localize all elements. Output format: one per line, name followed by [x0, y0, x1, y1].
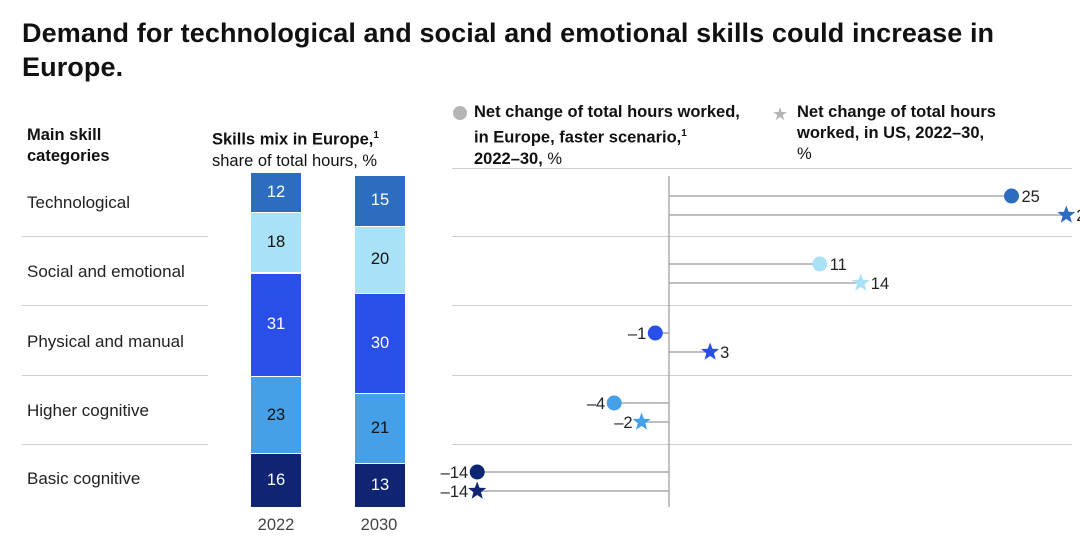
- row-divider: [452, 305, 1072, 306]
- label-europe-basic-cognitive: –14: [441, 464, 469, 482]
- categories-header-line1: Main skill: [27, 126, 102, 144]
- label-us-physical-and-manual: 3: [720, 344, 729, 362]
- skills-mix-header-title: Skills mix in Europe,: [212, 130, 374, 149]
- categories-header-line2: categories: [27, 147, 110, 165]
- point-us-higher-cognitive: [632, 412, 651, 430]
- point-us-physical-and-manual: [701, 342, 720, 360]
- bar-segment-basic-cognitive-2022: 16: [251, 453, 301, 507]
- skills-mix-header: Skills mix in Europe,1 share of total ho…: [212, 125, 379, 172]
- europe-legend-line1: Net change of total hours worked,: [474, 103, 740, 121]
- label-europe-technological: 25: [1022, 188, 1040, 206]
- category-label-physical-manual: Physical and manual: [27, 332, 184, 351]
- year-label-2030: 2030: [360, 516, 398, 534]
- point-europe-technological: [1004, 188, 1019, 204]
- bar-segment-physical-and-manual-2030: 30: [355, 292, 405, 394]
- row-divider: [22, 236, 208, 237]
- point-us-social-and-emotional: [851, 273, 870, 291]
- legend-star-icon: ★: [772, 104, 789, 124]
- label-us-basic-cognitive: –14: [441, 483, 469, 501]
- point-europe-basic-cognitive: [469, 464, 485, 480]
- bar-segment-social-and-emotional-2022: 18: [251, 212, 301, 273]
- point-europe-social-and-emotional: [812, 256, 828, 272]
- point-europe-physical-and-manual: [647, 325, 663, 341]
- label-europe-social-and-emotional: 11: [830, 256, 847, 274]
- point-us-technological: [1057, 205, 1076, 223]
- us-legend-line2: worked, in US, 2022–30,: [797, 124, 985, 142]
- us-legend-line1: Net change of total hours: [797, 103, 996, 121]
- header-divider: [452, 168, 1072, 169]
- category-label-social-emotional: Social and emotional: [27, 262, 185, 281]
- label-europe-higher-cognitive: –4: [587, 395, 605, 413]
- footnote-marker: 1: [681, 128, 687, 139]
- footnote-marker: 1: [373, 130, 379, 141]
- point-europe-higher-cognitive: [606, 395, 622, 411]
- chart-title: Demand for technological and social and …: [22, 18, 995, 82]
- row-divider: [22, 375, 208, 376]
- europe-legend: Net change of total hours worked, in Eur…: [474, 102, 740, 170]
- label-us-technological: 29: [1076, 207, 1080, 225]
- bar-segment-technological-2022: 12: [251, 172, 301, 213]
- label-us-social-and-emotional: 14: [871, 275, 889, 293]
- categories-header: Main skill categories: [27, 125, 110, 167]
- row-divider: [452, 375, 1072, 376]
- legend-circle-icon: [453, 106, 467, 120]
- europe-legend-line3: 2022–30,: [474, 149, 543, 168]
- row-divider: [452, 236, 1072, 237]
- category-label-basic-cognitive: Basic cognitive: [27, 469, 141, 488]
- skills-mix-header-subtitle: share of total hours, %: [212, 151, 378, 170]
- bar-segment-basic-cognitive-2030: 13: [355, 463, 405, 507]
- us-legend-unit: %: [797, 145, 812, 163]
- us-legend: Net change of total hours worked, in US,…: [797, 102, 996, 165]
- row-divider: [22, 305, 208, 306]
- category-label-higher-cognitive: Higher cognitive: [27, 401, 149, 420]
- bar-segment-higher-cognitive-2022: 23: [251, 376, 301, 454]
- label-europe-physical-and-manual: –1: [628, 325, 646, 343]
- bar-segment-higher-cognitive-2030: 21: [355, 393, 405, 464]
- year-label-2022: 2022: [257, 516, 295, 534]
- label-us-higher-cognitive: –2: [614, 414, 632, 432]
- point-us-basic-cognitive: [468, 481, 487, 499]
- bar-segment-social-and-emotional-2030: 20: [355, 225, 405, 293]
- bar-segment-physical-and-manual-2022: 31: [251, 272, 301, 377]
- bar-segment-technological-2030: 15: [355, 175, 405, 226]
- row-divider: [22, 444, 208, 445]
- row-divider: [452, 444, 1072, 445]
- europe-legend-unit: %: [542, 149, 563, 168]
- category-label-technological: Technological: [27, 193, 131, 212]
- europe-legend-line2: in Europe, faster scenario,: [474, 128, 682, 147]
